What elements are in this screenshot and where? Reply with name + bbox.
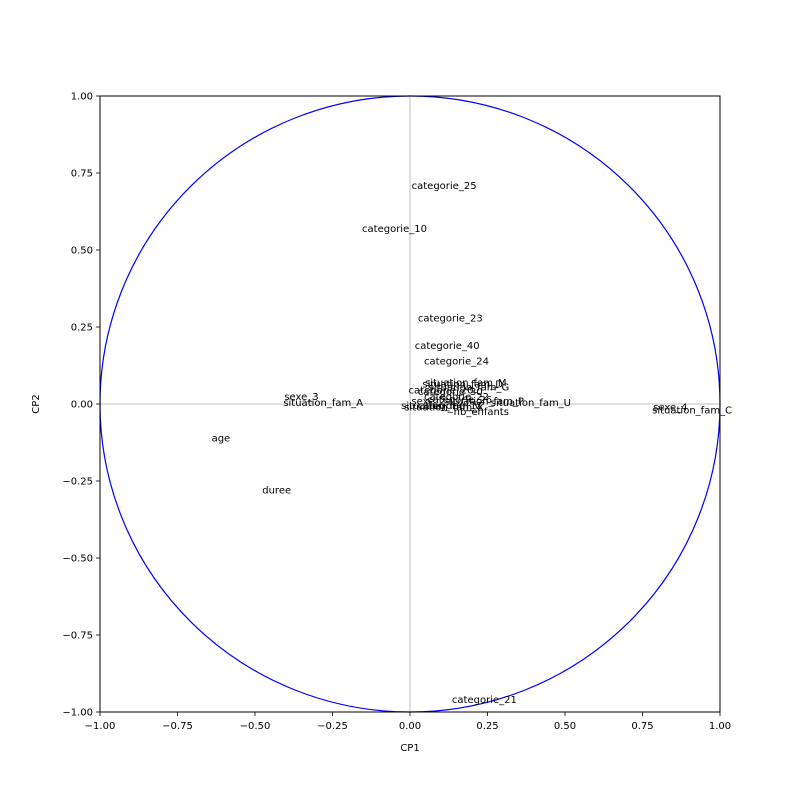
point-label: situation_fam_D [422, 379, 503, 390]
point-label: sexe_4 [653, 403, 687, 414]
y-tick-label: −1.00 [62, 708, 93, 719]
plot-area: categorie_25 categorie_10 categorie_23cate… [62, 92, 732, 733]
y-axis-title: CP2 [31, 394, 42, 413]
x-tick-label: −0.75 [162, 721, 193, 732]
x-tick-label: 1.00 [709, 721, 731, 732]
point-label: categorie_11 [418, 401, 483, 412]
x-tick-label: 0.25 [476, 721, 498, 732]
x-tick-label: −0.50 [240, 721, 271, 732]
point-label: situation_fam_A [283, 398, 363, 409]
point-label: situation_fam_C [652, 406, 732, 417]
point-label: categorie_22 [424, 392, 489, 403]
point-label: categorie_40 [415, 341, 480, 352]
point-label: situation_fam_X [404, 403, 484, 414]
point-label: categorie_21 [452, 695, 517, 706]
y-tick-label: 0.50 [71, 246, 93, 257]
point-label: situation_fam_P [445, 396, 524, 407]
point-label: situation_fam_U [491, 398, 571, 409]
point-label: duree [262, 486, 291, 497]
y-tick-label: 0.75 [71, 169, 93, 180]
y-tick-label: 0.25 [71, 323, 93, 334]
x-tick-label: −0.25 [317, 721, 348, 732]
point-label: categorie_10 [362, 224, 427, 235]
y-tick-label: 1.00 [71, 92, 93, 103]
point-label: categorie_23 [418, 313, 483, 324]
point-label: categorie_24 [424, 356, 489, 367]
y-tick-label: −0.50 [62, 554, 93, 565]
x-tick-label: −1.00 [85, 721, 116, 732]
point-label: nb_enfants [454, 407, 509, 418]
point-label: age [212, 433, 231, 444]
y-tick-label: 0.00 [71, 400, 93, 411]
x-tick-label: 0.00 [399, 721, 421, 732]
y-tick-label: −0.25 [62, 477, 93, 488]
point-label: situation_fam_M [425, 378, 507, 389]
point-label: sexe_2 [411, 396, 445, 407]
point-label: categorie_26 [427, 395, 492, 406]
point-label: situation_fam_G [429, 383, 510, 394]
y-tick-label: −0.75 [62, 631, 93, 642]
point-label: sexe_3 [284, 392, 318, 403]
point-label: situation_fam_V [401, 401, 481, 412]
point-label: categorie_20 [409, 386, 474, 397]
x-tick-label: 0.50 [554, 721, 576, 732]
x-axis-title: CP1 [400, 743, 419, 754]
x-tick-label: 0.75 [631, 721, 653, 732]
point-label: categorie_30 [418, 387, 483, 398]
point-label: categorie_25 [412, 181, 477, 192]
